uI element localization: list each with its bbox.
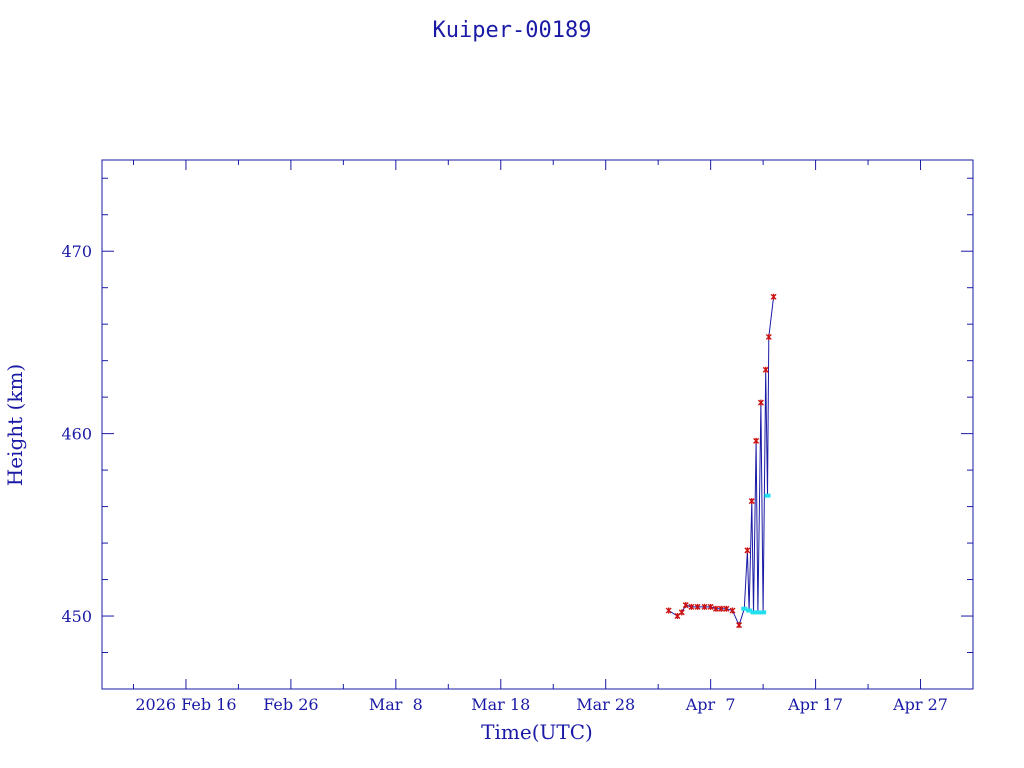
series-line (668, 296, 775, 627)
chart-title: Kuiper-00189 (433, 18, 592, 43)
data-point (748, 498, 755, 505)
data-point (741, 606, 748, 611)
data-point (665, 607, 672, 614)
data-point (701, 603, 708, 610)
data-point (694, 603, 701, 610)
x-tick-label: Mar 28 (576, 695, 635, 714)
data-point (736, 622, 743, 629)
data-point (746, 608, 753, 613)
data-point (744, 547, 751, 554)
data-point (718, 605, 725, 612)
x-tick-label: Mar 8 (369, 695, 423, 714)
plot-frame (101, 159, 974, 690)
data-point (753, 437, 760, 444)
data-point (707, 603, 714, 610)
data-point (757, 399, 764, 406)
data-point (712, 605, 719, 612)
x-tick-label: Feb 26 (263, 695, 318, 714)
x-tick-label: Apr 27 (892, 695, 948, 714)
y-axis-label: Height (km) (3, 364, 27, 486)
data-point (750, 610, 757, 615)
data-point (678, 609, 685, 616)
data-point (674, 613, 681, 620)
data-point (688, 603, 695, 610)
x-axis-label: Time(UTC) (481, 720, 593, 744)
data-point (760, 610, 767, 615)
x-tick-label: Apr 17 (787, 695, 843, 714)
y-tick-labels: 450 460 470 (61, 242, 92, 626)
x-tick-labels: 2026 Feb 16 Feb 26 Mar 8 Mar 18 Mar 28 Apr 7 A… (135, 695, 948, 714)
data-point (762, 366, 769, 373)
data-point (723, 605, 730, 612)
series-layer (665, 293, 777, 629)
y-tick-label: 470 (61, 242, 92, 261)
y-tick-label: 460 (61, 425, 92, 444)
data-point (682, 602, 689, 609)
x-tick-label: 2026 Feb 16 (135, 695, 236, 714)
data-point (770, 293, 777, 300)
data-point (764, 493, 771, 498)
x-tick-label: Apr 7 (685, 695, 736, 714)
data-point (765, 333, 772, 340)
data-point (754, 610, 761, 615)
data-point (729, 607, 736, 614)
y-tick-label: 450 (61, 607, 92, 626)
x-tick-label: Mar 18 (471, 695, 530, 714)
axis-ticks (102, 160, 974, 690)
